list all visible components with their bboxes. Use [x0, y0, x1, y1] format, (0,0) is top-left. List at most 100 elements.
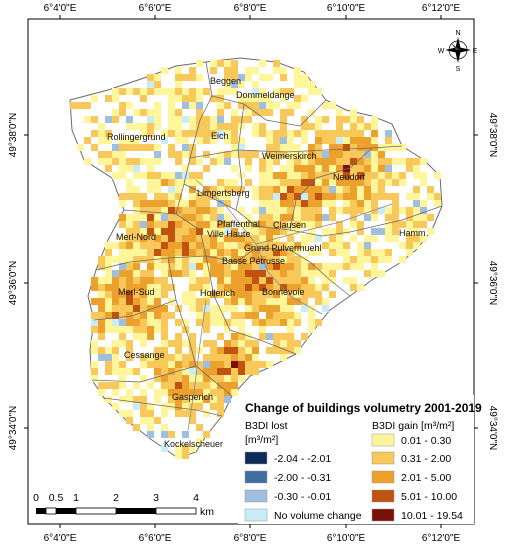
volume-cell	[413, 235, 420, 242]
volume-cell	[161, 256, 168, 263]
volume-cell	[231, 256, 238, 263]
volume-cell	[140, 123, 147, 130]
volume-cell	[308, 144, 315, 151]
volume-cell	[280, 200, 287, 207]
volume-cell	[259, 284, 266, 291]
volume-cell	[322, 165, 329, 172]
bottom-tick-label: 6°12'0"E	[422, 533, 461, 544]
volume-cell	[259, 60, 266, 67]
volume-cell	[161, 179, 168, 186]
volume-cell	[161, 193, 168, 200]
volume-cell	[147, 333, 154, 340]
volume-cell	[252, 242, 259, 249]
volume-cell	[308, 277, 315, 284]
volume-cell	[182, 102, 189, 109]
volume-cell	[119, 102, 126, 109]
volume-cell	[133, 424, 140, 431]
volume-cell	[140, 361, 147, 368]
volume-cell	[399, 256, 406, 263]
volume-cell	[371, 256, 378, 263]
volume-cell	[245, 158, 252, 165]
volume-cell	[245, 116, 252, 123]
volume-cell	[119, 312, 126, 319]
volume-cell	[210, 354, 217, 361]
volume-cell	[280, 354, 287, 361]
volume-cell	[245, 151, 252, 158]
volume-cell	[126, 291, 133, 298]
volume-cell	[224, 305, 231, 312]
volume-cell	[224, 221, 231, 228]
volume-cell	[224, 382, 231, 389]
volume-cell	[322, 151, 329, 158]
volume-cell	[196, 130, 203, 137]
volume-cell	[210, 368, 217, 375]
volume-cell	[231, 277, 238, 284]
volume-cell	[203, 123, 210, 130]
volume-cell	[112, 172, 119, 179]
volume-cell	[224, 291, 231, 298]
volume-cell	[105, 277, 112, 284]
volume-cell	[189, 270, 196, 277]
volume-cell	[217, 319, 224, 326]
volume-cell	[98, 123, 105, 130]
volume-cell	[91, 319, 98, 326]
volume-cell	[217, 214, 224, 221]
volume-cell	[385, 179, 392, 186]
volume-cell	[217, 186, 224, 193]
volume-cell	[273, 151, 280, 158]
volume-cell	[203, 88, 210, 95]
place-label: Hollerich	[200, 288, 235, 298]
volume-cell	[224, 60, 231, 67]
volume-cell	[371, 235, 378, 242]
volume-cell	[175, 67, 182, 74]
volume-cell	[266, 242, 273, 249]
place-label: Neudorf	[333, 172, 366, 182]
volume-cell	[308, 312, 315, 319]
volume-cell	[196, 382, 203, 389]
volume-cell	[203, 361, 210, 368]
volume-cell	[210, 123, 217, 130]
volume-cell	[196, 256, 203, 263]
volume-cell	[266, 249, 273, 256]
volume-cell	[357, 200, 364, 207]
volume-cell	[259, 214, 266, 221]
volume-cell	[140, 242, 147, 249]
volume-cell	[217, 389, 224, 396]
volume-cell	[161, 284, 168, 291]
volume-cell	[378, 249, 385, 256]
volume-cell	[273, 67, 280, 74]
volume-cell	[343, 144, 350, 151]
volume-cell	[315, 214, 322, 221]
compass-n: N	[455, 30, 460, 37]
volume-cell	[245, 242, 252, 249]
volume-cell	[329, 130, 336, 137]
volume-cell	[112, 368, 119, 375]
place-label: Ville Haute	[207, 229, 250, 239]
volume-cell	[413, 214, 420, 221]
volume-cell	[259, 242, 266, 249]
volume-cell	[252, 235, 259, 242]
volume-cell	[175, 116, 182, 123]
volume-cell	[168, 354, 175, 361]
volume-cell	[364, 123, 371, 130]
volume-cell	[231, 382, 238, 389]
volume-cell	[245, 228, 252, 235]
volume-cell	[105, 165, 112, 172]
volume-cell	[329, 179, 336, 186]
volume-cell	[182, 95, 189, 102]
volume-cell	[266, 221, 273, 228]
volume-cell	[287, 263, 294, 270]
volume-cell	[203, 137, 210, 144]
volume-cell	[238, 249, 245, 256]
volume-cell	[203, 389, 210, 396]
volume-cell	[154, 284, 161, 291]
volume-cell	[245, 312, 252, 319]
volume-cell	[378, 151, 385, 158]
transport-lines	[187, 179, 393, 431]
volume-cell	[294, 179, 301, 186]
volume-cell	[238, 151, 245, 158]
volume-cell	[280, 116, 287, 123]
volume-cell	[357, 116, 364, 123]
volume-cell	[182, 228, 189, 235]
volume-cell	[126, 235, 133, 242]
